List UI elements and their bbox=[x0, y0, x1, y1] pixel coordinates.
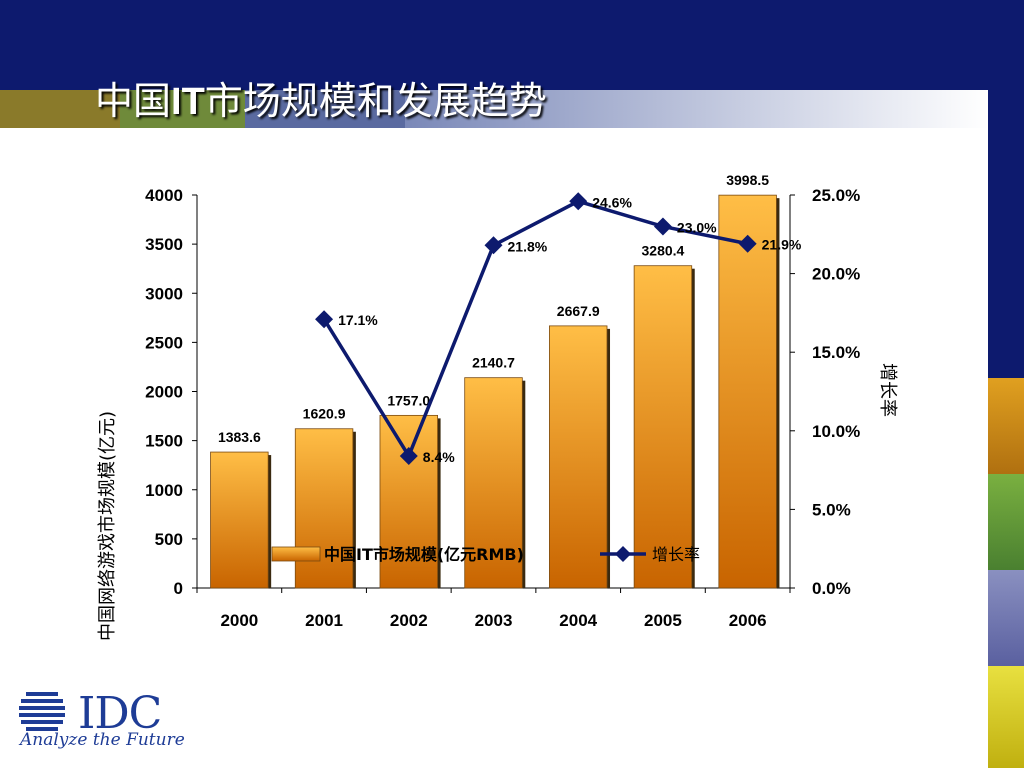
right-tile-gold bbox=[988, 378, 1024, 474]
bar-data-label: 3998.5 bbox=[726, 172, 769, 188]
legend-line-marker bbox=[615, 546, 631, 562]
bar-2000 bbox=[210, 451, 269, 589]
right-tick-label: 25.0% bbox=[812, 186, 860, 205]
idc-globe-icon bbox=[19, 692, 65, 731]
growth-point-2004 bbox=[569, 192, 588, 211]
y-axis-label: 中国网络游戏市场规模(亿元) bbox=[97, 411, 118, 641]
growth-point-2002 bbox=[399, 446, 418, 465]
growth-data-label: 23.0% bbox=[677, 219, 717, 235]
bar-2005 bbox=[633, 265, 693, 589]
right-tile-green bbox=[988, 474, 1024, 570]
growth-data-label: 21.9% bbox=[762, 237, 802, 253]
header-color-strip bbox=[0, 90, 988, 128]
y2-axis-label: 增长率 bbox=[877, 363, 898, 417]
growth-point-2001 bbox=[315, 310, 334, 329]
bar-data-label: 2667.9 bbox=[557, 303, 600, 319]
right-tick-label: 0.0% bbox=[812, 579, 851, 598]
bar-2006 bbox=[718, 194, 777, 589]
growth-point-2006 bbox=[738, 234, 757, 253]
left-tick-label: 3000 bbox=[145, 284, 183, 303]
bar-2003 bbox=[464, 377, 523, 589]
legend-bar-swatch bbox=[271, 546, 321, 562]
bar-line-chart: 0 500 1000 1500 2000 2500 3000 3500 4000 0.0% 5.0%… bbox=[97, 172, 898, 641]
x-tick-label: 2004 bbox=[559, 611, 597, 630]
growth-data-label: 8.4% bbox=[423, 449, 455, 465]
idc-tagline: Analyze the Future bbox=[20, 730, 185, 750]
left-tick-label: 2500 bbox=[145, 333, 183, 352]
left-tick-label: 3500 bbox=[145, 235, 183, 254]
left-tick-label: 1500 bbox=[145, 432, 183, 451]
legend-line-label: 增长率 bbox=[652, 545, 700, 564]
x-tick-label: 2001 bbox=[305, 611, 343, 630]
left-tick-label: 4000 bbox=[145, 186, 183, 205]
growth-data-label: 24.6% bbox=[592, 194, 632, 210]
growth-data-label: 17.1% bbox=[338, 312, 378, 328]
right-tick-label: 15.0% bbox=[812, 343, 860, 362]
right-tick-label: 5.0% bbox=[812, 500, 851, 519]
x-tick-label: 2002 bbox=[390, 611, 428, 630]
legend-bar-label: 中国IT市场规模(亿元RMB) bbox=[324, 545, 524, 564]
growth-point-2003 bbox=[484, 236, 503, 255]
growth-point-2005 bbox=[653, 217, 672, 236]
left-tick-label: 500 bbox=[155, 530, 183, 549]
bar-2001 bbox=[294, 428, 354, 589]
left-tick-label: 2000 bbox=[145, 383, 183, 402]
bar-data-label: 1620.9 bbox=[303, 406, 346, 422]
idc-logo-text: IDC bbox=[78, 688, 162, 739]
bar-2002 bbox=[379, 414, 438, 589]
bar-data-label: 1757.0 bbox=[387, 392, 430, 408]
right-tick-label: 20.0% bbox=[812, 265, 860, 284]
bar-data-label: 3280.4 bbox=[642, 243, 685, 259]
right-tile-blue bbox=[988, 570, 1024, 666]
bar-data-label: 2140.7 bbox=[472, 355, 515, 371]
growth-data-label: 21.8% bbox=[508, 238, 548, 254]
x-tick-label: 2003 bbox=[475, 611, 513, 630]
x-tick-label: 2005 bbox=[644, 611, 682, 630]
right-tile-yellow bbox=[988, 666, 1024, 768]
x-tick-label: 2006 bbox=[729, 611, 767, 630]
bar-2004 bbox=[549, 325, 608, 589]
page-title: 中国IT市场规模和发展趋势 bbox=[95, 79, 547, 123]
growth-rate-line bbox=[322, 199, 748, 460]
right-tick-label: 10.0% bbox=[812, 422, 860, 441]
x-tick-label: 2000 bbox=[220, 611, 258, 630]
left-tick-label: 1000 bbox=[145, 481, 183, 500]
left-tick-label: 0 bbox=[174, 579, 183, 598]
bar-data-label: 1383.6 bbox=[218, 429, 261, 445]
